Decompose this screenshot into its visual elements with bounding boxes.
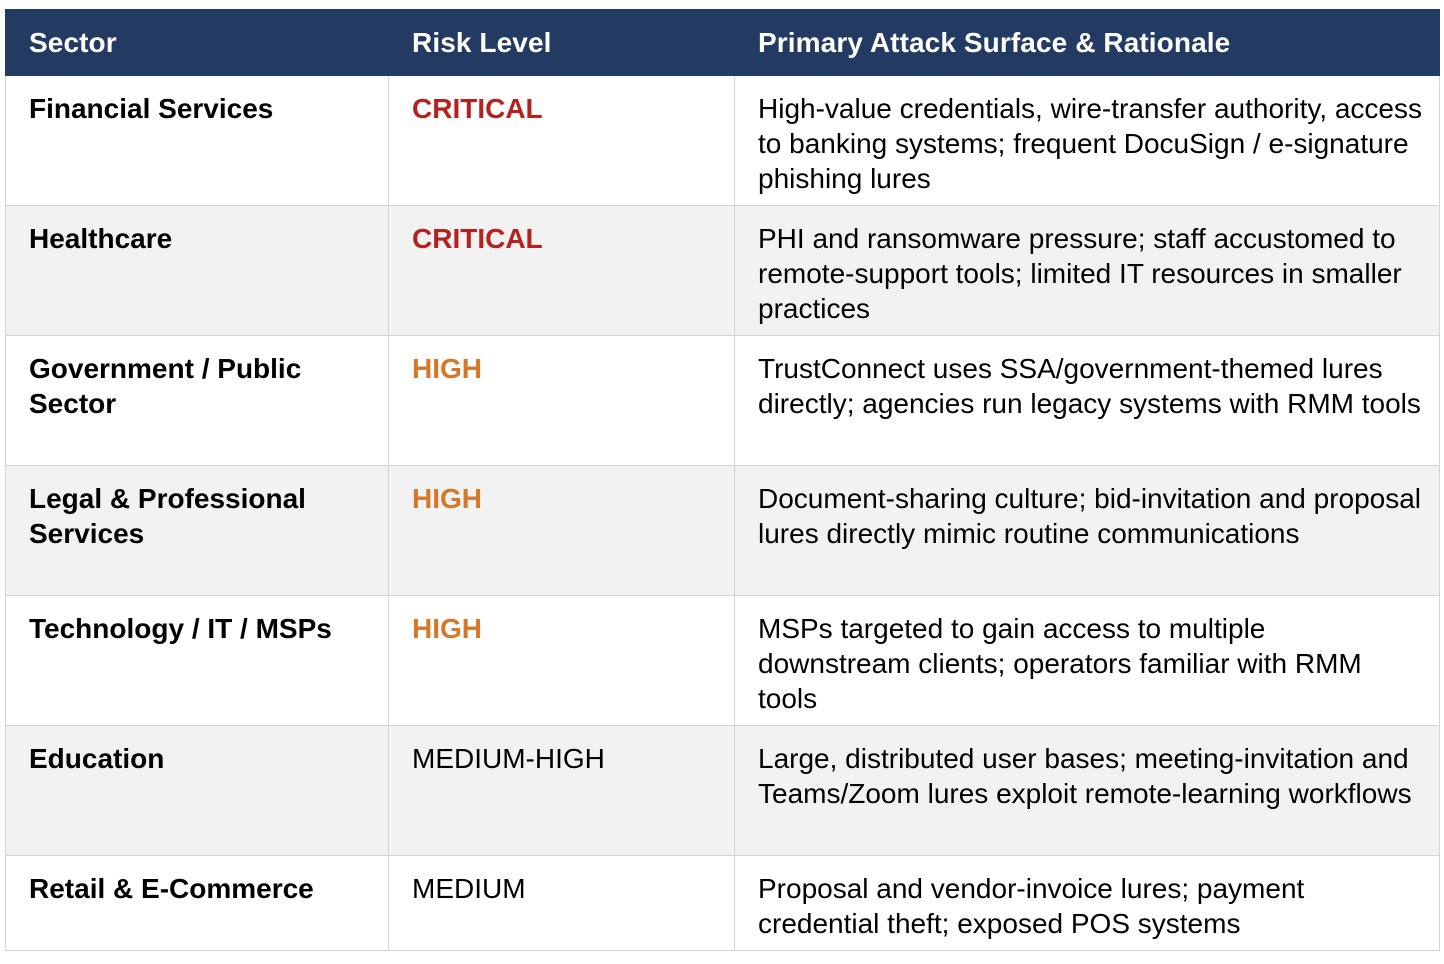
rationale-cell: High-value credentials, wire-transfer au… bbox=[734, 75, 1440, 206]
table-row: Education MEDIUM-HIGH Large, distributed… bbox=[5, 725, 1440, 856]
risk-level-cell: CRITICAL bbox=[388, 75, 735, 206]
sector-cell: Education bbox=[5, 725, 389, 856]
sector-cell: Legal & Professional Services bbox=[5, 465, 389, 596]
sector-risk-table: Sector Risk Level Primary Attack Surface… bbox=[5, 9, 1440, 951]
risk-level-cell: CRITICAL bbox=[388, 205, 735, 336]
risk-level-cell: HIGH bbox=[388, 595, 735, 726]
rationale-cell: Proposal and vendor-invoice lures; payme… bbox=[734, 855, 1440, 951]
table-body: Financial Services CRITICAL High-value c… bbox=[5, 75, 1440, 951]
table-header: Sector Risk Level Primary Attack Surface… bbox=[5, 9, 1440, 76]
table-row: Legal & Professional Services HIGH Docum… bbox=[5, 465, 1440, 596]
sector-risk-table-container: Sector Risk Level Primary Attack Surface… bbox=[5, 9, 1440, 951]
risk-level-cell: MEDIUM-HIGH bbox=[388, 725, 735, 856]
table-row: Technology / IT / MSPs HIGH MSPs targete… bbox=[5, 595, 1440, 726]
risk-level-cell: MEDIUM bbox=[388, 855, 735, 951]
rationale-cell: Large, distributed user bases; meeting-i… bbox=[734, 725, 1440, 856]
header-row: Sector Risk Level Primary Attack Surface… bbox=[5, 9, 1440, 76]
risk-level-cell: HIGH bbox=[388, 465, 735, 596]
table-row: Financial Services CRITICAL High-value c… bbox=[5, 75, 1440, 206]
rationale-cell: TrustConnect uses SSA/government-themed … bbox=[734, 335, 1440, 466]
sector-cell: Healthcare bbox=[5, 205, 389, 336]
sector-cell: Government / Public Sector bbox=[5, 335, 389, 466]
rationale-cell: Document-sharing culture; bid-invitation… bbox=[734, 465, 1440, 596]
header-risk-level: Risk Level bbox=[388, 9, 735, 76]
table-row: Retail & E-Commerce MEDIUM Proposal and … bbox=[5, 855, 1440, 951]
sector-cell: Retail & E-Commerce bbox=[5, 855, 389, 951]
header-sector: Sector bbox=[5, 9, 389, 76]
table-row: Government / Public Sector HIGH TrustCon… bbox=[5, 335, 1440, 466]
rationale-cell: PHI and ransomware pressure; staff accus… bbox=[734, 205, 1440, 336]
risk-level-cell: HIGH bbox=[388, 335, 735, 466]
rationale-cell: MSPs targeted to gain access to multiple… bbox=[734, 595, 1440, 726]
table-row: Healthcare CRITICAL PHI and ransomware p… bbox=[5, 205, 1440, 336]
sector-cell: Technology / IT / MSPs bbox=[5, 595, 389, 726]
header-rationale: Primary Attack Surface & Rationale bbox=[734, 9, 1440, 76]
sector-cell: Financial Services bbox=[5, 75, 389, 206]
